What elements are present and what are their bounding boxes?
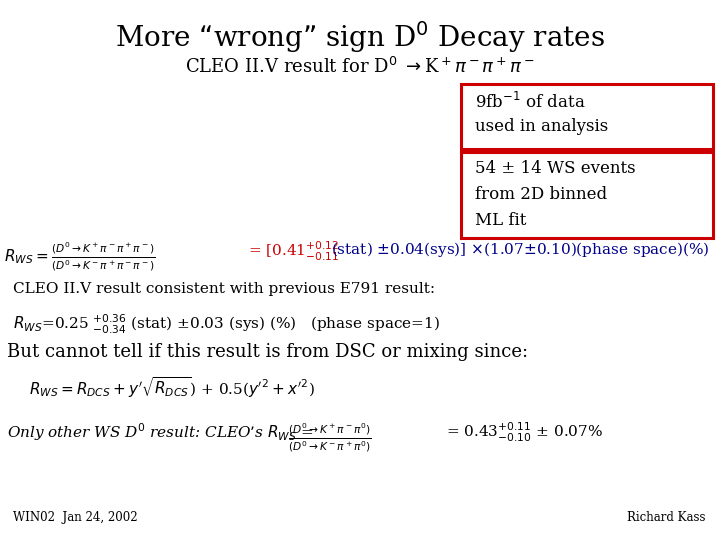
Text: ML fit: ML fit (475, 212, 526, 229)
Text: CLEO II.V result for D$^0$ $\rightarrow$K$^+\pi^-\pi^+\pi^-$: CLEO II.V result for D$^0$ $\rightarrow$… (185, 57, 535, 77)
Text: = 0.43$^{+0.11}_{-0.10}$ ± 0.07%: = 0.43$^{+0.11}_{-0.10}$ ± 0.07% (446, 421, 603, 444)
Text: Only other WS D$^0$ result: CLEO’s $R_{WS}$ =: Only other WS D$^0$ result: CLEO’s $R_{W… (7, 421, 314, 443)
Text: $R_{WS}$=0.25 $^{+0.36}_{-0.34}$ (stat) ±0.03 (sys) (%)   (phase space=1): $R_{WS}$=0.25 $^{+0.36}_{-0.34}$ (stat) … (13, 313, 440, 336)
Text: WIN02  Jan 24, 2002: WIN02 Jan 24, 2002 (13, 511, 138, 524)
Text: used in analysis: used in analysis (475, 118, 608, 134)
Text: from 2D binned: from 2D binned (475, 186, 608, 203)
Text: But cannot tell if this result is from DSC or mixing since:: But cannot tell if this result is from D… (7, 343, 528, 361)
Text: Richard Kass: Richard Kass (627, 511, 706, 524)
Text: (stat) $\pm$0.04(sys)] $\times$(1.07$\pm$0.10)(phase space)(%): (stat) $\pm$0.04(sys)] $\times$(1.07$\pm… (331, 240, 710, 259)
Text: CLEO II.V result consistent with previous E791 result:: CLEO II.V result consistent with previou… (13, 282, 435, 296)
FancyBboxPatch shape (461, 84, 713, 148)
Text: More “wrong” sign D$^0$ Decay rates: More “wrong” sign D$^0$ Decay rates (115, 19, 605, 55)
Text: $R_{WS} = R_{DCS} + y'\sqrt{R_{DCS}}$) + 0.5($y'^2 + x'^2$): $R_{WS} = R_{DCS} + y'\sqrt{R_{DCS}}$) +… (29, 375, 315, 400)
FancyBboxPatch shape (461, 152, 713, 238)
Text: 9fb$^{-1}$ of data: 9fb$^{-1}$ of data (475, 92, 586, 112)
Text: = [0.41$^{+0.12}_{-0.11}$: = [0.41$^{+0.12}_{-0.11}$ (248, 240, 340, 264)
Text: $\frac{(D^0 \rightarrow K^+\pi^-\pi^0)}{(D^0 \rightarrow K^-\pi^+\pi^0)}$: $\frac{(D^0 \rightarrow K^+\pi^-\pi^0)}{… (288, 421, 372, 454)
Text: 54 ± 14 WS events: 54 ± 14 WS events (475, 160, 636, 177)
Text: $R_{WS} = \frac{(D^0 \rightarrow K^+\pi^-\pi^+\pi^-)}{(D^0 \rightarrow K^-\pi^+\: $R_{WS} = \frac{(D^0 \rightarrow K^+\pi^… (4, 240, 155, 273)
